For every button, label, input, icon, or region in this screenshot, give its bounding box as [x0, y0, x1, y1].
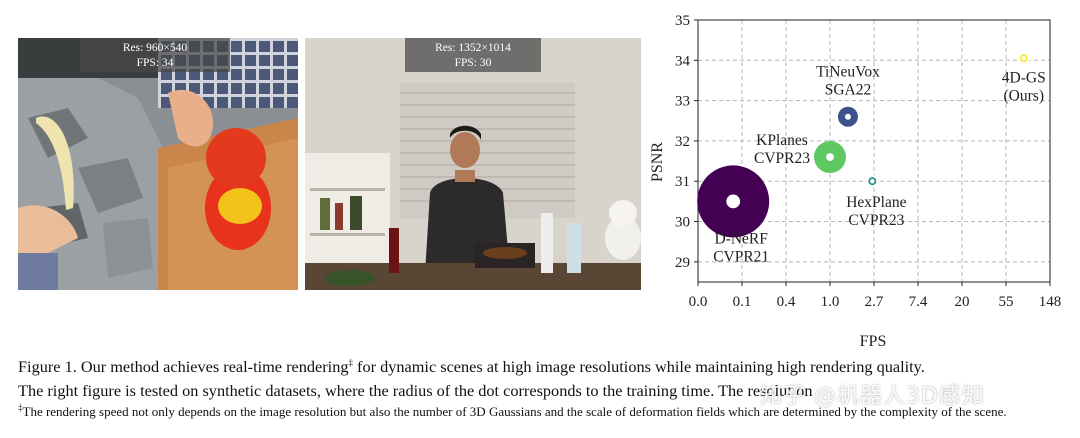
- y-tick-label: 30: [675, 215, 690, 231]
- data-point-center: [870, 178, 875, 184]
- data-point-center: [844, 113, 851, 120]
- x-tick-label: 0.0: [689, 294, 708, 310]
- y-tick-label: 32: [675, 134, 690, 150]
- footnote-text: The rendering speed not only depends on …: [22, 404, 1007, 419]
- watermark-text: 知乎 @机器人3D感知: [760, 384, 985, 409]
- figure-caption-line2: The right figure is tested on synthetic …: [18, 380, 1066, 402]
- point-label-venue: CVPR23: [754, 150, 810, 167]
- x-tick-label: 148: [1039, 294, 1062, 310]
- point-label: 4D-GS: [1002, 69, 1046, 86]
- point-label: TiNeuVox: [816, 64, 880, 81]
- caption-line2-text: The right figure is tested on synthetic …: [18, 381, 813, 400]
- point-label-venue: CVPR23: [848, 212, 904, 229]
- x-tick-label: 55: [999, 294, 1014, 310]
- psnr-fps-chart: 29 30 31 32 33 34 35 0.0 0.1 0.4 1.0 2.7 7.4 20 55 148…: [649, 13, 1062, 350]
- point-label-venue: SGA22: [825, 82, 872, 99]
- fps-text: FPS: 34: [136, 57, 174, 69]
- photo-cooking-drawing: [305, 38, 641, 290]
- photo-cooking-scene: Res: 1352×1014 FPS: 30: [305, 38, 641, 290]
- y-tick-label: 33: [675, 94, 690, 110]
- footnote: ‡The rendering speed not only depends on…: [18, 402, 1068, 420]
- data-point-center: [726, 194, 741, 209]
- x-tick-label: 20: [955, 294, 970, 310]
- data-point-center: [1021, 56, 1027, 61]
- y-tick-label: 29: [675, 255, 690, 271]
- point-label: KPlanes: [756, 132, 808, 149]
- figure-caption-line1: Figure 1. Our method achieves real-time …: [18, 356, 1066, 378]
- x-axis-title: FPS: [860, 333, 887, 350]
- photo-lemon-drawing: [18, 38, 298, 290]
- resolution-label: Res: 960×540 FPS: 34: [80, 38, 230, 72]
- chart-points: [697, 52, 1030, 238]
- y-tick-label: 35: [675, 13, 690, 29]
- x-tick-label: 7.4: [909, 294, 928, 310]
- x-tick-label: 1.0: [821, 294, 840, 310]
- point-label-venue: (Ours): [1004, 87, 1044, 104]
- point-label-venue: CVPR21: [713, 248, 769, 265]
- y-axis-title: PSNR: [649, 142, 666, 182]
- x-tick-label: 0.1: [733, 294, 752, 310]
- x-tick-label: 0.4: [777, 294, 796, 310]
- caption-mark: ‡: [348, 357, 353, 368]
- y-tick-label: 31: [675, 174, 690, 190]
- photo-lemon-scene: Res: 960×540 FPS: 34: [18, 38, 298, 290]
- footnote-mark: ‡: [18, 402, 23, 413]
- resolution-label: Res: 1352×1014 FPS: 30: [405, 38, 541, 72]
- x-tick-label: 2.7: [865, 294, 884, 310]
- y-axis-ticks: 29 30 31 32 33 34 35: [675, 13, 698, 271]
- resolution-text: Res: 1352×1014: [435, 42, 511, 54]
- fps-text: FPS: 30: [454, 57, 492, 69]
- caption-text-end: for dynamic scenes at high image resolut…: [352, 357, 925, 376]
- data-point-center: [826, 153, 834, 161]
- caption-text-start: Figure 1. Our method achieves real-time …: [18, 357, 349, 376]
- y-tick-label: 34: [675, 53, 691, 69]
- point-label: D-NeRF: [715, 230, 769, 247]
- chart-point-labels: D-NeRFCVPR21KPlanesCVPR23TiNeuVoxSGA22He…: [713, 64, 1046, 266]
- resolution-text: Res: 960×540: [122, 42, 188, 54]
- point-label: HexPlane: [846, 194, 906, 211]
- x-axis-ticks: 0.0 0.1 0.4 1.0 2.7 7.4 20 55 148: [689, 282, 1062, 310]
